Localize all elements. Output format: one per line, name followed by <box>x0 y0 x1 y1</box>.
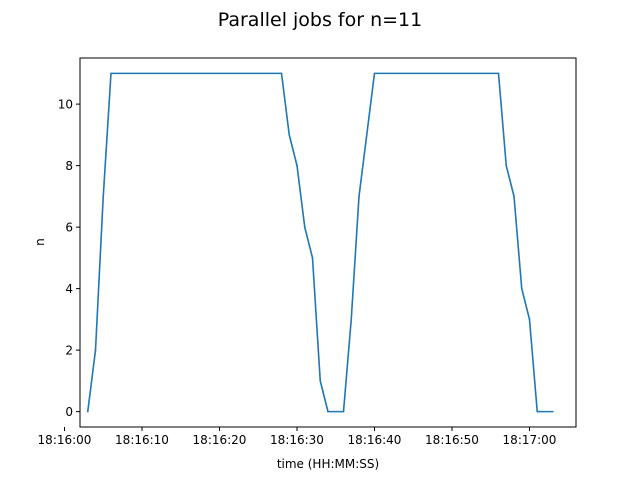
data-point <box>551 410 554 413</box>
data-point <box>288 134 291 136</box>
chart-title: Parallel jobs for n=11 <box>218 9 422 31</box>
x-axis-label: time (HH:MM:SS) <box>277 457 379 471</box>
data-point <box>513 195 515 198</box>
data-point <box>520 287 523 290</box>
data-point <box>350 318 353 321</box>
data-point <box>373 72 376 75</box>
x-tick-label: 18:16:00 <box>38 433 92 447</box>
y-axis-ticks: 0 2 4 6 8 10 <box>58 98 80 419</box>
x-tick-label: 18:16:40 <box>348 433 402 447</box>
x-tick-label: 18:16:10 <box>115 433 169 447</box>
data-point <box>358 195 360 198</box>
axes-frame <box>79 57 577 428</box>
data-point <box>528 318 531 321</box>
data-point <box>497 72 500 75</box>
data-point <box>342 410 345 413</box>
series-line-0 <box>86 72 553 413</box>
data-point <box>319 380 322 382</box>
data-point <box>505 164 508 167</box>
data-point <box>110 72 112 75</box>
x-axis-ticks: 18:16:00 18:16:10 18:16:20 18:16:30 18:16:40… <box>38 427 557 447</box>
x-tick-label: 18:16:50 <box>425 433 479 447</box>
y-tick-label: 8 <box>65 159 73 173</box>
data-point <box>311 257 314 259</box>
data-point <box>280 72 283 75</box>
data-point <box>102 195 105 198</box>
x-tick-label: 18:16:30 <box>270 433 324 447</box>
y-tick-label: 0 <box>65 405 73 419</box>
x-tick-label: 18:17:00 <box>503 433 557 447</box>
data-point <box>86 410 89 413</box>
data-point <box>94 349 97 351</box>
y-tick-label: 10 <box>58 98 73 112</box>
y-axis-label: n <box>33 238 47 246</box>
data-point <box>303 226 306 228</box>
data-point <box>536 410 539 413</box>
y-tick-label: 4 <box>65 282 73 296</box>
data-point <box>327 410 329 413</box>
data-point <box>296 164 298 167</box>
x-tick-label: 18:16:20 <box>193 433 247 447</box>
y-tick-label: 6 <box>65 221 73 235</box>
plot-area <box>86 72 554 413</box>
y-tick-label: 2 <box>65 344 73 358</box>
